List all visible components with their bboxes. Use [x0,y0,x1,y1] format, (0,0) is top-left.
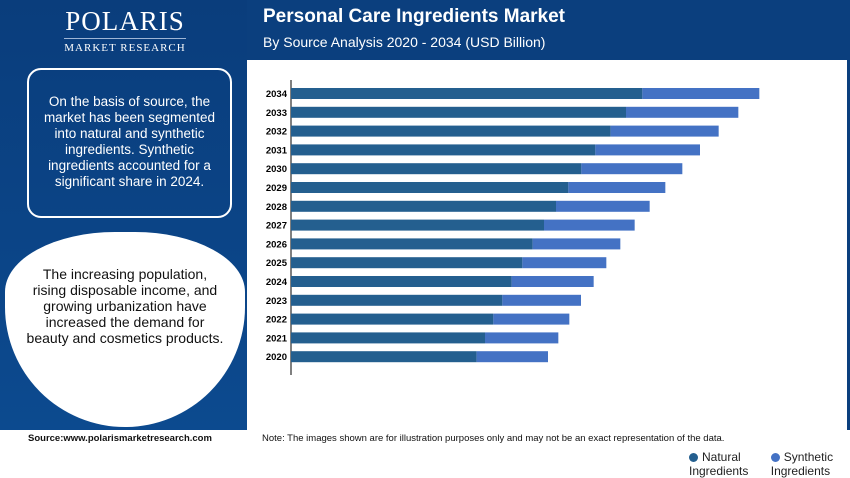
y-tick-label: 2025 [266,258,288,269]
bar-synthetic-2034 [642,88,760,99]
source-text: Source:www.polarismarketresearch.com [28,433,212,444]
bar-natural-2028 [291,200,556,212]
bar-chart: 2034 2033 2032 2031 2030 2029 2028 2027 2026 2025… [266,80,760,375]
bar-synthetic-2020 [476,351,548,363]
y-tick-label: 2028 [266,202,287,213]
bar-natural-2026 [291,238,533,250]
y-tick-label: 2033 [266,108,287,119]
logo-name: POLARIS [65,6,185,36]
y-tick-label: 2026 [266,239,287,250]
legend-label-synthetic: Synthetic Ingredients [770,450,834,478]
bar-synthetic-2024 [511,276,594,287]
bar-synthetic-2026 [532,238,621,250]
bar-natural-2032 [291,125,611,137]
bar-synthetic-2023 [502,294,581,306]
chart-subtitle: By Source Analysis 2020 - 2034 (USD Bill… [263,34,546,50]
footer: Source:www.polarismarketresearch.com Not… [0,430,850,450]
bar-natural-2022 [291,313,494,325]
y-tick-label: 2030 [266,164,287,175]
bar-natural-2034 [291,88,643,99]
chart-title: Personal Care Ingredients Market [263,6,565,27]
legend-label-natural: Natural Ingredients [689,450,749,478]
bar-natural-2029 [291,182,569,193]
bar-synthetic-2021 [485,332,559,344]
bar-synthetic-2028 [556,200,650,212]
y-tick-label: 2020 [266,352,287,363]
y-tick-label: 2031 [266,145,288,156]
bar-synthetic-2025 [522,257,607,269]
y-tick-label: 2021 [266,333,288,344]
info-box-drivers: The increasing population, rising dispos… [5,232,245,427]
disclaimer-note: Note: The images shown are for illustrat… [262,433,725,444]
chart-header: Personal Care Ingredients Market By Sour… [247,0,850,60]
info-box-segmentation: On the basis of source, the market has b… [27,68,232,218]
y-tick-label: 2032 [266,127,287,138]
left-panel: POLARIS MARKET RESEARCH On the basis of … [0,0,247,430]
legend: Natural Ingredients Synthetic Ingredient… [689,450,847,478]
bar-synthetic-2031 [595,144,700,156]
bar-natural-2024 [291,276,512,287]
bar-natural-2033 [291,106,626,118]
logo: POLARIS MARKET RESEARCH [10,6,240,56]
bar-synthetic-2033 [626,106,739,118]
y-tick-label: 2022 [266,315,287,326]
legend-swatch-natural [689,453,698,462]
bar-natural-2031 [291,144,596,156]
legend-item-natural: Natural Ingredients [689,450,759,478]
logo-tagline: MARKET RESEARCH [64,38,186,54]
y-tick-label: 2034 [266,89,288,100]
y-tick-label: 2023 [266,296,287,307]
legend-item-synthetic: Synthetic Ingredients [770,450,847,478]
bar-synthetic-2022 [493,313,570,325]
bar-synthetic-2032 [610,125,719,137]
bar-synthetic-2030 [581,163,683,175]
bar-natural-2025 [291,257,523,269]
bar-natural-2027 [291,219,544,231]
bar-natural-2023 [291,294,503,306]
y-tick-label: 2027 [266,221,287,232]
legend-swatch-synthetic [770,453,780,462]
y-tick-label: 2024 [266,277,288,288]
bar-synthetic-2029 [568,182,666,193]
bar-synthetic-2027 [544,219,635,231]
bar-natural-2030 [291,163,582,175]
plot-area: 2034 2033 2032 2031 2030 2029 2028 2027 2026 2025… [247,60,847,478]
bar-natural-2020 [291,351,477,363]
y-tick-label: 2029 [266,183,287,194]
bar-natural-2021 [291,332,485,344]
